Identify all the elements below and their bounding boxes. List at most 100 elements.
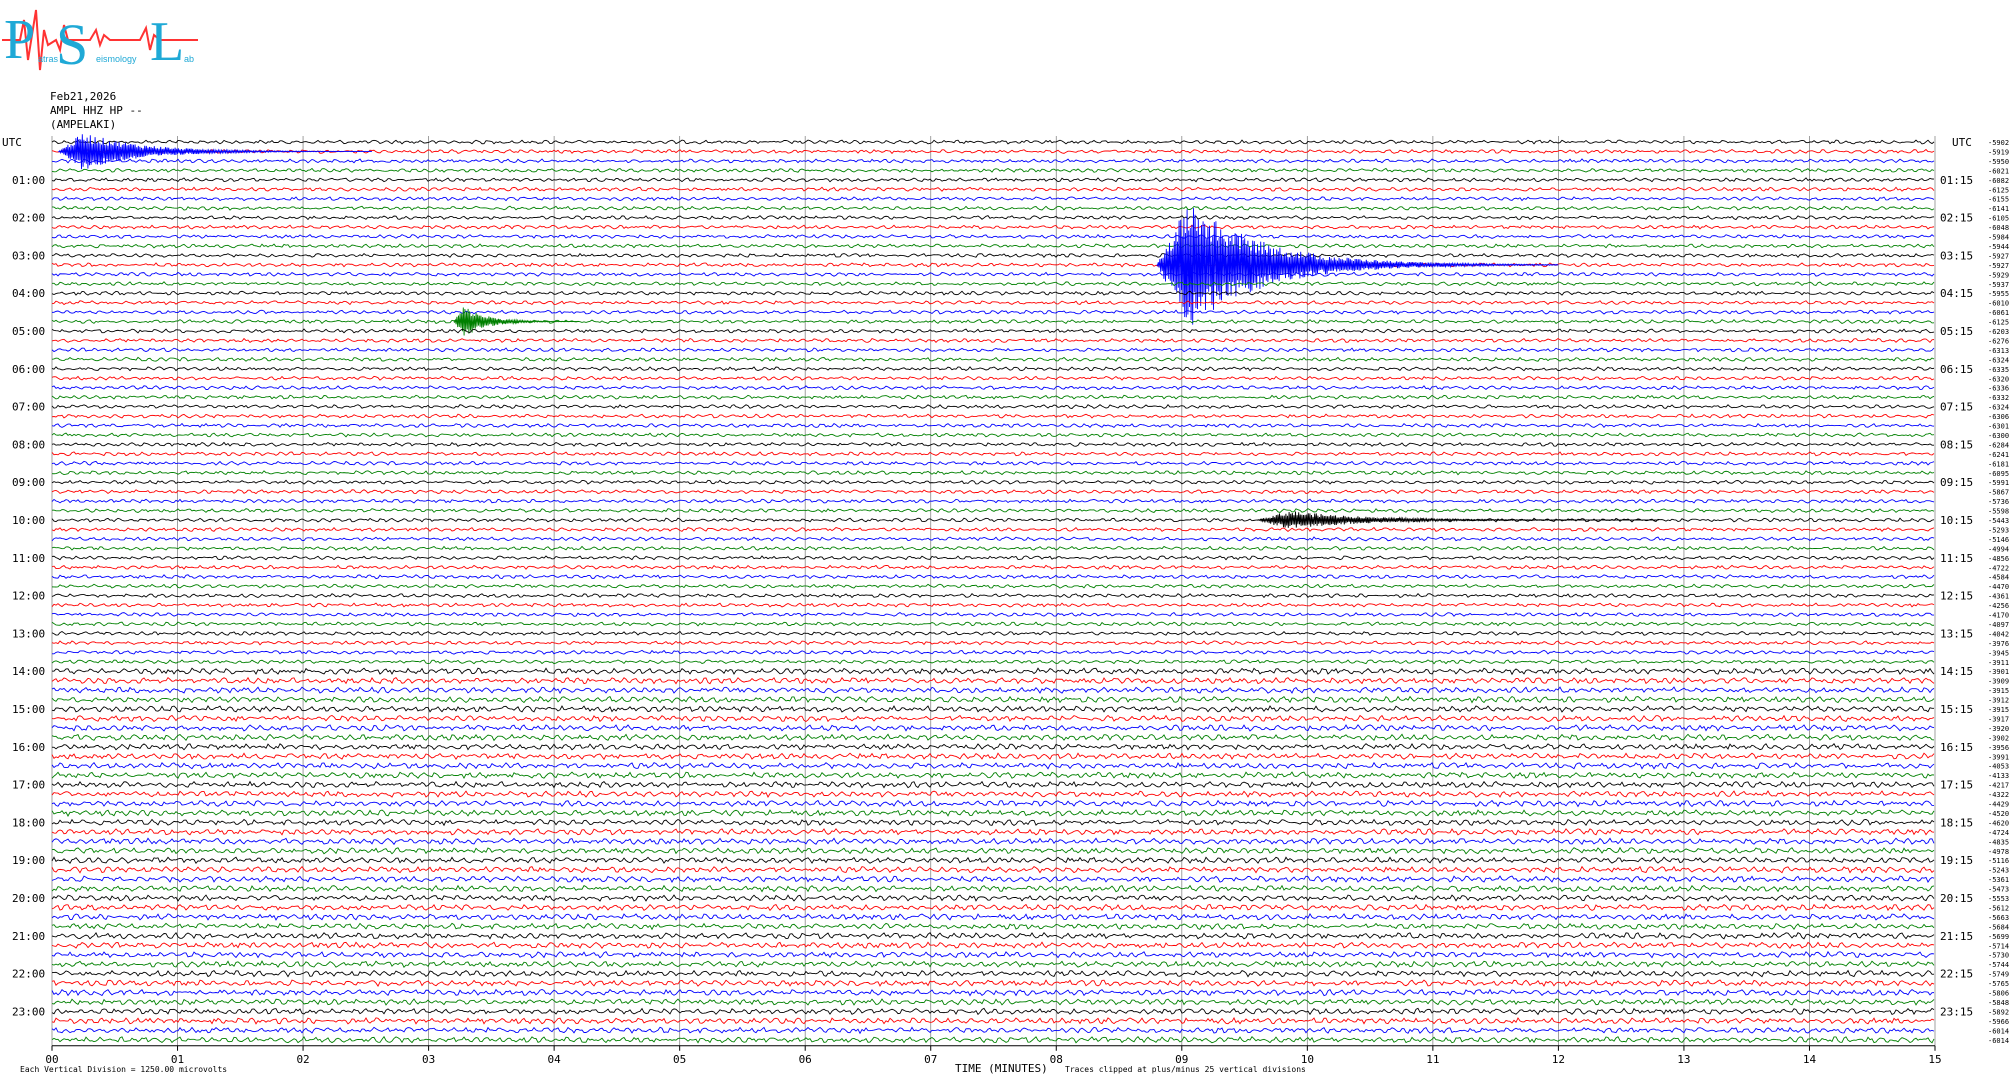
trace-offset-label: -5473 — [1988, 886, 2009, 894]
trace-line — [51, 148, 1935, 155]
trace-offset-label: -6335 — [1988, 366, 2009, 374]
logo-letter-l: L — [150, 11, 184, 73]
trace-line — [51, 262, 1935, 268]
trace-line — [51, 489, 1935, 495]
trace-offset-label: -6276 — [1988, 337, 2009, 345]
trace-offset-label: -5443 — [1988, 517, 2009, 525]
trace-line — [51, 545, 1935, 551]
trace-offset-label: -6324 — [1988, 404, 2009, 412]
trace-line — [51, 1017, 1935, 1025]
right-hour-label: 08:15 — [1940, 438, 1973, 451]
trace-line — [51, 960, 1935, 968]
trace-line — [51, 394, 1935, 400]
trace-offset-label: -5937 — [1988, 281, 2009, 289]
x-tick-label: 02 — [296, 1053, 309, 1066]
trace-line — [51, 441, 1935, 447]
trace-line — [51, 498, 1935, 504]
left-hour-label: 16:00 — [12, 741, 45, 754]
logo-letter-p: P — [4, 9, 35, 71]
trace-line — [51, 790, 1935, 798]
trace-line — [51, 196, 1935, 202]
event-waveform — [1256, 511, 1659, 528]
trace-line — [51, 799, 1935, 808]
trace-offset-label: -3917 — [1988, 715, 2009, 723]
trace-offset-label: -6203 — [1988, 328, 2009, 336]
right-hour-label: 10:15 — [1940, 514, 1973, 527]
trace-line — [51, 998, 1935, 1006]
trace-offset-label: -5806 — [1988, 990, 2009, 998]
right-hour-label: 05:15 — [1940, 325, 1973, 338]
trace-line — [51, 903, 1935, 912]
trace-line — [51, 659, 1935, 665]
left-hour-label: 05:00 — [12, 325, 45, 338]
trace-offset-label: -6181 — [1988, 460, 2009, 468]
trace-line — [51, 451, 1935, 457]
right-hour-label: 16:15 — [1940, 741, 1973, 754]
trace-line — [51, 809, 1935, 817]
trace-offset-label: -3920 — [1988, 725, 2009, 733]
left-hour-label: 07:00 — [12, 401, 45, 414]
trace-line — [51, 875, 1935, 883]
trace-offset-label: -4217 — [1988, 782, 2009, 790]
trace-line — [51, 422, 1935, 429]
trace-offset-label: -4170 — [1988, 612, 2009, 620]
trace-line — [51, 432, 1935, 438]
trace-offset-label: -4620 — [1988, 819, 2009, 827]
trace-line — [51, 592, 1935, 599]
left-hour-label: 04:00 — [12, 287, 45, 300]
trace-line — [51, 856, 1935, 865]
trace-line — [51, 281, 1935, 287]
trace-offset-label: -3912 — [1988, 697, 2009, 705]
logo-wave — [2, 9, 198, 71]
right-hour-label: 02:15 — [1940, 212, 1973, 225]
left-hour-label: 18:00 — [12, 816, 45, 829]
trace-line — [51, 460, 1935, 466]
trace-line — [51, 1026, 1935, 1035]
trace-offset-label: -4470 — [1988, 583, 2009, 591]
trace-offset-label: -6010 — [1988, 300, 2009, 308]
trace-offset-label: -5929 — [1988, 271, 2009, 279]
trace-offset-label: -5927 — [1988, 252, 2009, 260]
trace-line — [51, 319, 1935, 324]
left-hour-label: 02:00 — [12, 212, 45, 225]
trace-line — [51, 979, 1935, 987]
trace-line — [51, 630, 1935, 636]
trace-line — [51, 526, 1935, 532]
trace-line — [51, 564, 1935, 570]
trace-offset-label: -5730 — [1988, 952, 2009, 960]
right-hour-label: 18:15 — [1940, 816, 1973, 829]
trace-offset-label: -4097 — [1988, 621, 2009, 629]
x-tick-label: 05 — [673, 1053, 686, 1066]
trace-offset-label: -5848 — [1988, 999, 2009, 1007]
right-hour-label: 07:15 — [1940, 401, 1973, 414]
trace-line — [51, 366, 1935, 372]
event-waveform — [1156, 208, 1559, 325]
trace-line — [51, 894, 1935, 902]
trace-offset-label: -6313 — [1988, 347, 2009, 355]
trace-offset-label: -5919 — [1988, 148, 2009, 156]
trace-line — [51, 714, 1935, 723]
trace-line — [51, 413, 1935, 419]
trace-line — [51, 602, 1935, 608]
trace-offset-label: -6095 — [1988, 470, 2009, 478]
trace-offset-label: -4361 — [1988, 593, 2009, 601]
trace-offset-labels: -5902-5919-5950-6021-6082-6125-6155-6141… — [1988, 139, 2009, 1045]
left-utc-label: UTC — [2, 136, 22, 149]
trace-offset-label: -3909 — [1988, 678, 2009, 686]
trace-offset-label: -6048 — [1988, 224, 2009, 232]
trace-line — [51, 640, 1935, 646]
trace-line — [51, 922, 1935, 931]
x-tick-label: 08 — [1050, 1053, 1063, 1066]
trace-offset-label: -4994 — [1988, 545, 2009, 553]
trace-line — [51, 969, 1935, 978]
trace-offset-label: -3915 — [1988, 687, 2009, 695]
x-tick-label: 03 — [422, 1053, 435, 1066]
trace-line — [51, 290, 1935, 296]
psl-logo: P S L atras eismology ab — [2, 9, 198, 77]
x-tick-label: 06 — [799, 1053, 812, 1066]
trace-offset-label: -6306 — [1988, 413, 2009, 421]
trace-line — [51, 931, 1935, 940]
right-utc-label: UTC — [1952, 136, 1972, 149]
right-hour-label: 09:15 — [1940, 476, 1973, 489]
minute-ticks: 00 01 02 03 04 05 06 07 08 09 10 11 12 13 14 15 — [45, 1045, 1942, 1066]
